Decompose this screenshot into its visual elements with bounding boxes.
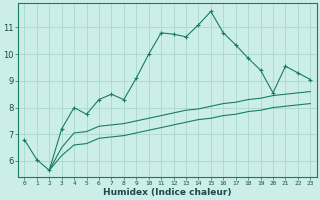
X-axis label: Humidex (Indice chaleur): Humidex (Indice chaleur) (103, 188, 232, 197)
